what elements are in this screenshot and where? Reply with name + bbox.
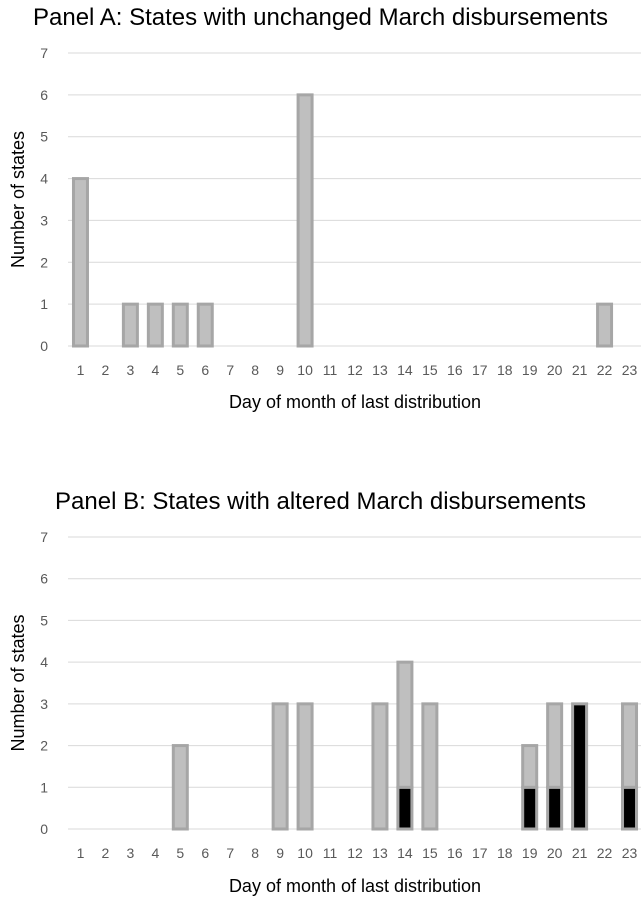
x-tick-label: 10 [297, 845, 313, 861]
y-axis-label: Number of states [8, 131, 28, 268]
x-tick-label: 14 [397, 845, 413, 861]
bar [621, 785, 639, 831]
y-tick-label: 6 [40, 571, 48, 587]
x-axis-label: Day of month of last distribution [229, 876, 481, 896]
bar [121, 302, 139, 348]
x-tick-label: 17 [472, 362, 488, 378]
x-tick-label: 19 [522, 362, 538, 378]
bar [546, 785, 564, 831]
bar [296, 702, 314, 831]
x-tick-label: 3 [126, 845, 134, 861]
x-tick-label: 2 [102, 362, 110, 378]
chart-title: Panel B: States with altered March disbu… [55, 488, 586, 515]
x-tick-label: 5 [176, 845, 184, 861]
x-tick-label: 21 [572, 362, 588, 378]
y-tick-label: 1 [40, 296, 48, 312]
x-tick-label: 13 [372, 362, 388, 378]
bar [521, 744, 539, 789]
x-tick-label: 22 [597, 845, 613, 861]
bar [196, 302, 214, 348]
bar [546, 702, 564, 789]
x-tick-label: 11 [323, 362, 338, 378]
y-tick-label: 4 [40, 171, 48, 187]
y-tick-label: 0 [40, 338, 48, 354]
x-tick-label: 23 [622, 362, 638, 378]
bar [296, 93, 314, 348]
x-tick-label: 16 [447, 362, 463, 378]
x-tick-label: 22 [597, 362, 613, 378]
x-tick-label: 9 [276, 362, 284, 378]
y-tick-label: 2 [40, 254, 48, 270]
x-tick-label: 7 [226, 845, 234, 861]
y-tick-label: 3 [40, 696, 48, 712]
bar [621, 702, 639, 789]
x-axis-label: Day of month of last distribution [229, 392, 481, 412]
x-tick-label: 3 [126, 362, 134, 378]
x-tick-label: 4 [151, 362, 159, 378]
bar [421, 702, 439, 831]
x-tick-label: 15 [422, 845, 438, 861]
bar [71, 177, 89, 348]
bar [371, 702, 389, 831]
bar [146, 302, 164, 348]
y-tick-label: 5 [40, 129, 48, 145]
x-tick-label: 17 [472, 845, 488, 861]
y-tick-label: 3 [40, 212, 48, 228]
bar [171, 302, 189, 348]
bar [571, 702, 589, 831]
y-tick-label: 5 [40, 612, 48, 628]
y-tick-label: 4 [40, 654, 48, 670]
y-tick-label: 1 [40, 779, 48, 795]
x-tick-label: 2 [102, 845, 110, 861]
x-tick-label: 1 [77, 362, 85, 378]
x-tick-label: 21 [572, 845, 588, 861]
x-tick-label: 23 [622, 845, 638, 861]
y-tick-label: 0 [40, 821, 48, 837]
y-tick-label: 7 [40, 45, 48, 61]
panel-a: Panel A: States with unchanged March dis… [0, 0, 641, 440]
x-tick-label: 16 [447, 845, 463, 861]
bar [171, 744, 189, 831]
y-tick-label: 2 [40, 738, 48, 754]
x-tick-label: 8 [251, 362, 259, 378]
x-tick-label: 9 [276, 845, 284, 861]
y-tick-label: 6 [40, 87, 48, 103]
y-tick-label: 7 [40, 529, 48, 545]
bar [396, 785, 414, 831]
x-tick-label: 12 [347, 362, 363, 378]
y-axis-label: Number of states [8, 614, 28, 751]
x-tick-label: 6 [201, 845, 209, 861]
chart-title: Panel A: States with unchanged March dis… [33, 4, 608, 31]
x-tick-label: 20 [547, 845, 563, 861]
panel-b: Panel B: States with altered March disbu… [0, 470, 641, 901]
x-tick-label: 15 [422, 362, 438, 378]
bar [396, 660, 414, 789]
x-tick-label: 18 [497, 362, 513, 378]
bar [271, 702, 289, 831]
bar [521, 785, 539, 831]
x-tick-label: 10 [297, 362, 313, 378]
bar [596, 302, 614, 348]
x-tick-label: 11 [323, 845, 338, 861]
x-tick-label: 8 [251, 845, 259, 861]
x-tick-label: 19 [522, 845, 538, 861]
x-tick-label: 6 [201, 362, 209, 378]
x-tick-label: 14 [397, 362, 413, 378]
x-tick-label: 12 [347, 845, 363, 861]
x-tick-label: 13 [372, 845, 388, 861]
x-tick-label: 18 [497, 845, 513, 861]
x-tick-label: 4 [151, 845, 159, 861]
x-tick-label: 20 [547, 362, 563, 378]
x-tick-label: 1 [77, 845, 85, 861]
x-tick-label: 5 [176, 362, 184, 378]
x-tick-label: 7 [226, 362, 234, 378]
